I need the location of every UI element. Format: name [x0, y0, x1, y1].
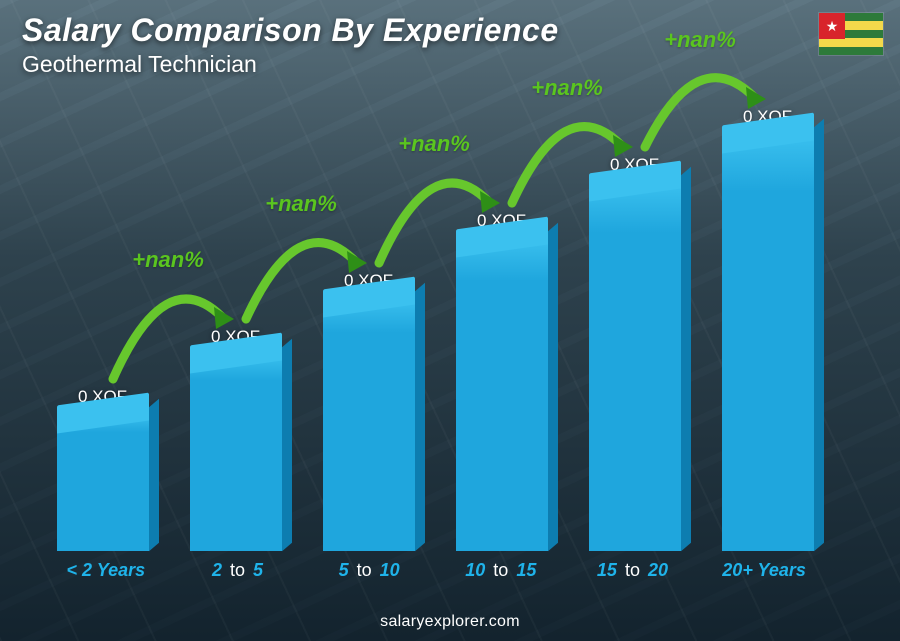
category-label: 15 to 20: [577, 560, 687, 581]
bar: 0 XOF: [48, 387, 158, 551]
flag-canton: ★: [819, 13, 845, 39]
flag-stripe: [819, 47, 883, 55]
flag-icon: ★: [818, 12, 884, 56]
category-label: 2 to 5: [182, 560, 292, 581]
bars-container: 0 XOF0 XOF0 XOF0 XOF0 XOF0 XOF: [40, 81, 830, 551]
category-label: 5 to 10: [314, 560, 424, 581]
salary-chart: 0 XOF0 XOF0 XOF0 XOF0 XOF0 XOF < 2 Years…: [40, 81, 830, 581]
category-label: 20+ Years: [709, 560, 819, 581]
bar-body: [589, 181, 681, 551]
bar: 0 XOF: [447, 211, 557, 551]
chart-subtitle: Geothermal Technician: [22, 51, 810, 78]
footer-credit: salaryexplorer.com: [0, 613, 900, 631]
bar-body: [323, 297, 415, 551]
category-labels: < 2 Years 2 to 5 5 to 10 10 to 15 15 to 20 20…: [40, 560, 830, 581]
flag-stripe: [819, 38, 883, 46]
flag-star-icon: ★: [826, 18, 839, 35]
bar: 0 XOF: [314, 271, 424, 551]
chart-title: Salary Comparison By Experience: [22, 12, 810, 49]
bar-body: [57, 413, 149, 551]
bar: 0 XOF: [580, 155, 690, 551]
bar-body: [190, 353, 282, 551]
category-label: 10 to 15: [446, 560, 556, 581]
category-label: < 2 Years: [51, 560, 161, 581]
header: Salary Comparison By Experience Geotherm…: [22, 12, 810, 78]
bar-body: [722, 133, 814, 551]
bar: 0 XOF: [181, 327, 291, 551]
bar-body: [456, 237, 548, 551]
bar: 0 XOF: [713, 107, 823, 551]
